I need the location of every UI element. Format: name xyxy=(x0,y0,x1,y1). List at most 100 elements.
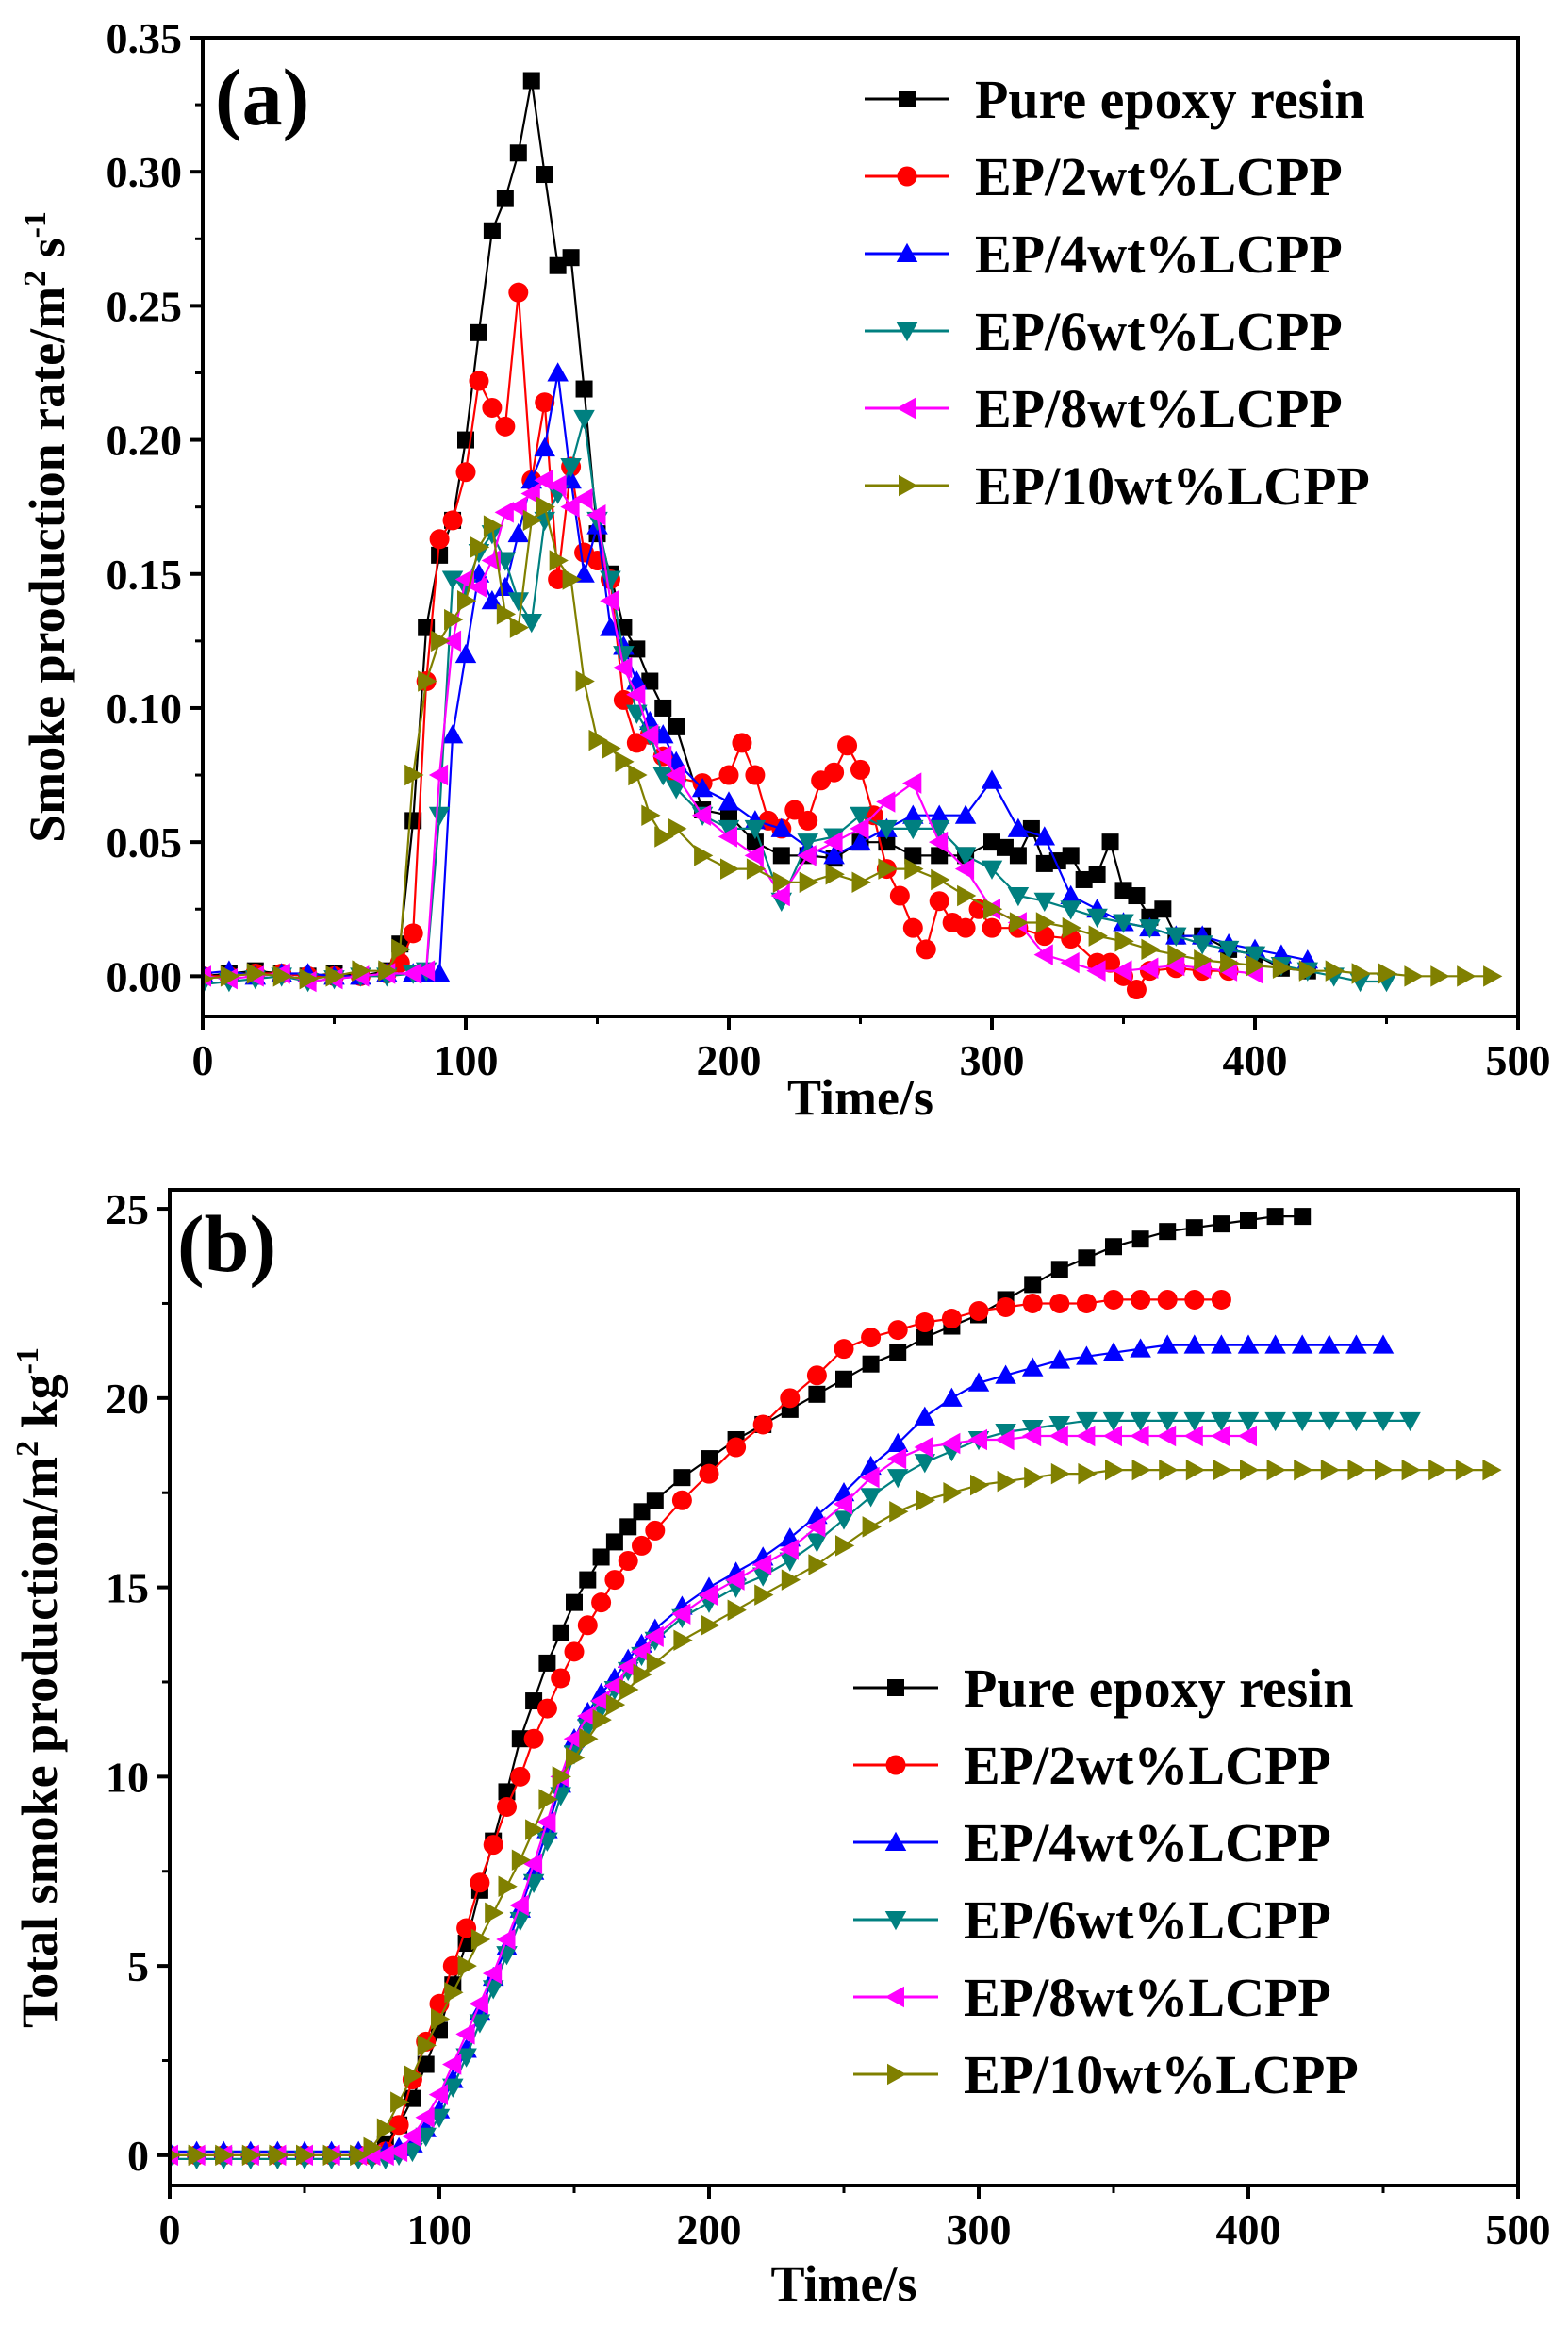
data-point-1-23 xyxy=(575,380,593,398)
legend-marker xyxy=(884,1911,907,1931)
data-point-5-49 xyxy=(1156,1425,1177,1447)
data-point-2-30 xyxy=(645,1520,666,1541)
data-point-1-52 xyxy=(1240,1212,1257,1229)
data-point-2-45 xyxy=(889,885,910,906)
data-point-1-28 xyxy=(641,672,659,690)
data-point-2-18 xyxy=(483,1835,503,1856)
data-point-5-20 xyxy=(547,474,567,497)
data-point-1-38 xyxy=(862,1355,880,1373)
data-point-1-36 xyxy=(808,1385,826,1403)
data-point-6-58 xyxy=(1404,965,1424,987)
data-point-6-6 xyxy=(325,965,345,987)
data-point-1-45 xyxy=(1050,1261,1068,1278)
legend-entry-6: EP/10wt%LCPP xyxy=(853,2044,1359,2105)
data-point-2-40 xyxy=(915,1312,935,1333)
data-point-2-49 xyxy=(1157,1289,1178,1310)
legend-entry-4: EP/6wt%LCPP xyxy=(853,1889,1331,1951)
data-point-2-42 xyxy=(968,1300,989,1321)
data-point-6-21 xyxy=(549,550,569,571)
data-point-2-16 xyxy=(456,1918,477,1938)
data-point-6-49 xyxy=(1167,944,1187,965)
data-point-3-13 xyxy=(454,643,477,664)
data-point-5-25 xyxy=(613,657,633,679)
legend-entry-1: Pure epoxy resin xyxy=(853,1658,1354,1719)
data-point-2-23 xyxy=(551,1668,571,1689)
data-point-2-17 xyxy=(495,416,516,437)
data-point-6-25 xyxy=(579,1727,599,1750)
data-point-6-23 xyxy=(552,1766,571,1788)
data-point-6-5 xyxy=(299,967,319,990)
data-point-2-12 xyxy=(429,529,450,550)
legend-label: EP/6wt%LCPP xyxy=(975,301,1343,362)
data-point-3-35 xyxy=(823,845,845,865)
data-point-6-23 xyxy=(575,670,595,692)
data-point-5-34 xyxy=(797,845,817,866)
data-point-3-18 xyxy=(520,469,542,489)
legend-label: Pure epoxy resin xyxy=(975,69,1365,130)
data-point-6-13 xyxy=(417,2035,437,2056)
data-point-3-44 xyxy=(1060,884,1081,905)
y-tick-label: 0.05 xyxy=(107,818,183,866)
data-point-2-47 xyxy=(916,939,936,960)
x-tick-label: 200 xyxy=(677,2205,742,2253)
data-point-5-40 xyxy=(914,1436,933,1459)
data-point-1-30 xyxy=(646,1492,664,1509)
data-point-2-32 xyxy=(699,1463,719,1484)
data-point-1-30 xyxy=(668,718,685,735)
data-point-6-4 xyxy=(272,965,292,987)
legend-marker xyxy=(884,1831,907,1851)
data-point-2-21 xyxy=(523,1728,544,1749)
data-point-6-44 xyxy=(1035,912,1056,933)
data-point-6-44 xyxy=(1024,1466,1044,1489)
data-point-5-37 xyxy=(876,791,896,813)
data-point-6-48 xyxy=(1131,1459,1151,1481)
data-point-6-53 xyxy=(1272,957,1293,980)
data-point-5-35 xyxy=(779,1539,799,1560)
data-point-1-46 xyxy=(1035,854,1053,872)
y-tick-label: 20 xyxy=(106,1375,149,1423)
data-point-5-19 xyxy=(496,1928,516,1951)
data-point-3-56 xyxy=(1345,1334,1367,1354)
data-point-1-18 xyxy=(509,144,527,162)
data-point-6-43 xyxy=(997,1470,1016,1493)
data-point-6-8 xyxy=(378,960,398,982)
data-point-6-2 xyxy=(188,2144,207,2167)
data-point-3-55 xyxy=(1318,1334,1341,1354)
data-point-5-12 xyxy=(402,2125,421,2148)
data-point-3-40 xyxy=(914,1406,936,1426)
data-point-3-33 xyxy=(770,817,793,837)
data-point-4-50 xyxy=(1217,940,1240,961)
data-point-2-31 xyxy=(671,1490,692,1510)
data-point-6-42 xyxy=(970,1474,990,1496)
data-point-4-54 xyxy=(1291,1411,1313,1432)
data-point-6-2 xyxy=(220,965,240,987)
data-point-1-46 xyxy=(1078,1249,1096,1267)
legend-label: EP/10wt%LCPP xyxy=(975,455,1370,517)
data-point-1-21 xyxy=(549,256,567,274)
data-point-3-36 xyxy=(850,831,871,851)
data-point-6-16 xyxy=(457,1955,477,1977)
data-point-2-45 xyxy=(1049,1293,1070,1313)
data-point-2-15 xyxy=(442,1955,463,1976)
data-point-4-49 xyxy=(1191,935,1213,955)
data-point-6-18 xyxy=(509,617,530,638)
data-point-1-22 xyxy=(538,1654,556,1672)
data-point-3-48 xyxy=(1130,1338,1151,1358)
data-point-1-38 xyxy=(878,833,896,851)
legend: Pure epoxy resin EP/2wt%LCPP EP/4wt%LCPP EP… xyxy=(853,1658,1359,2105)
data-point-1-53 xyxy=(1266,1208,1284,1226)
data-point-6-24 xyxy=(566,1747,586,1769)
legend-marker xyxy=(896,397,916,420)
data-point-4-40 xyxy=(954,847,977,866)
data-point-4-58 xyxy=(1399,1411,1421,1432)
data-point-5-31 xyxy=(671,1603,691,1625)
data-point-2-17 xyxy=(470,1872,490,1893)
data-point-2-37 xyxy=(834,1339,854,1360)
data-point-5-30 xyxy=(644,1625,664,1648)
data-point-5-10 xyxy=(374,2144,394,2167)
data-point-4-55 xyxy=(1318,1411,1341,1432)
data-point-6-50 xyxy=(1185,1459,1206,1481)
data-point-3-43 xyxy=(995,1364,1016,1384)
data-point-2-14 xyxy=(455,462,476,483)
data-point-2-34 xyxy=(745,765,766,785)
